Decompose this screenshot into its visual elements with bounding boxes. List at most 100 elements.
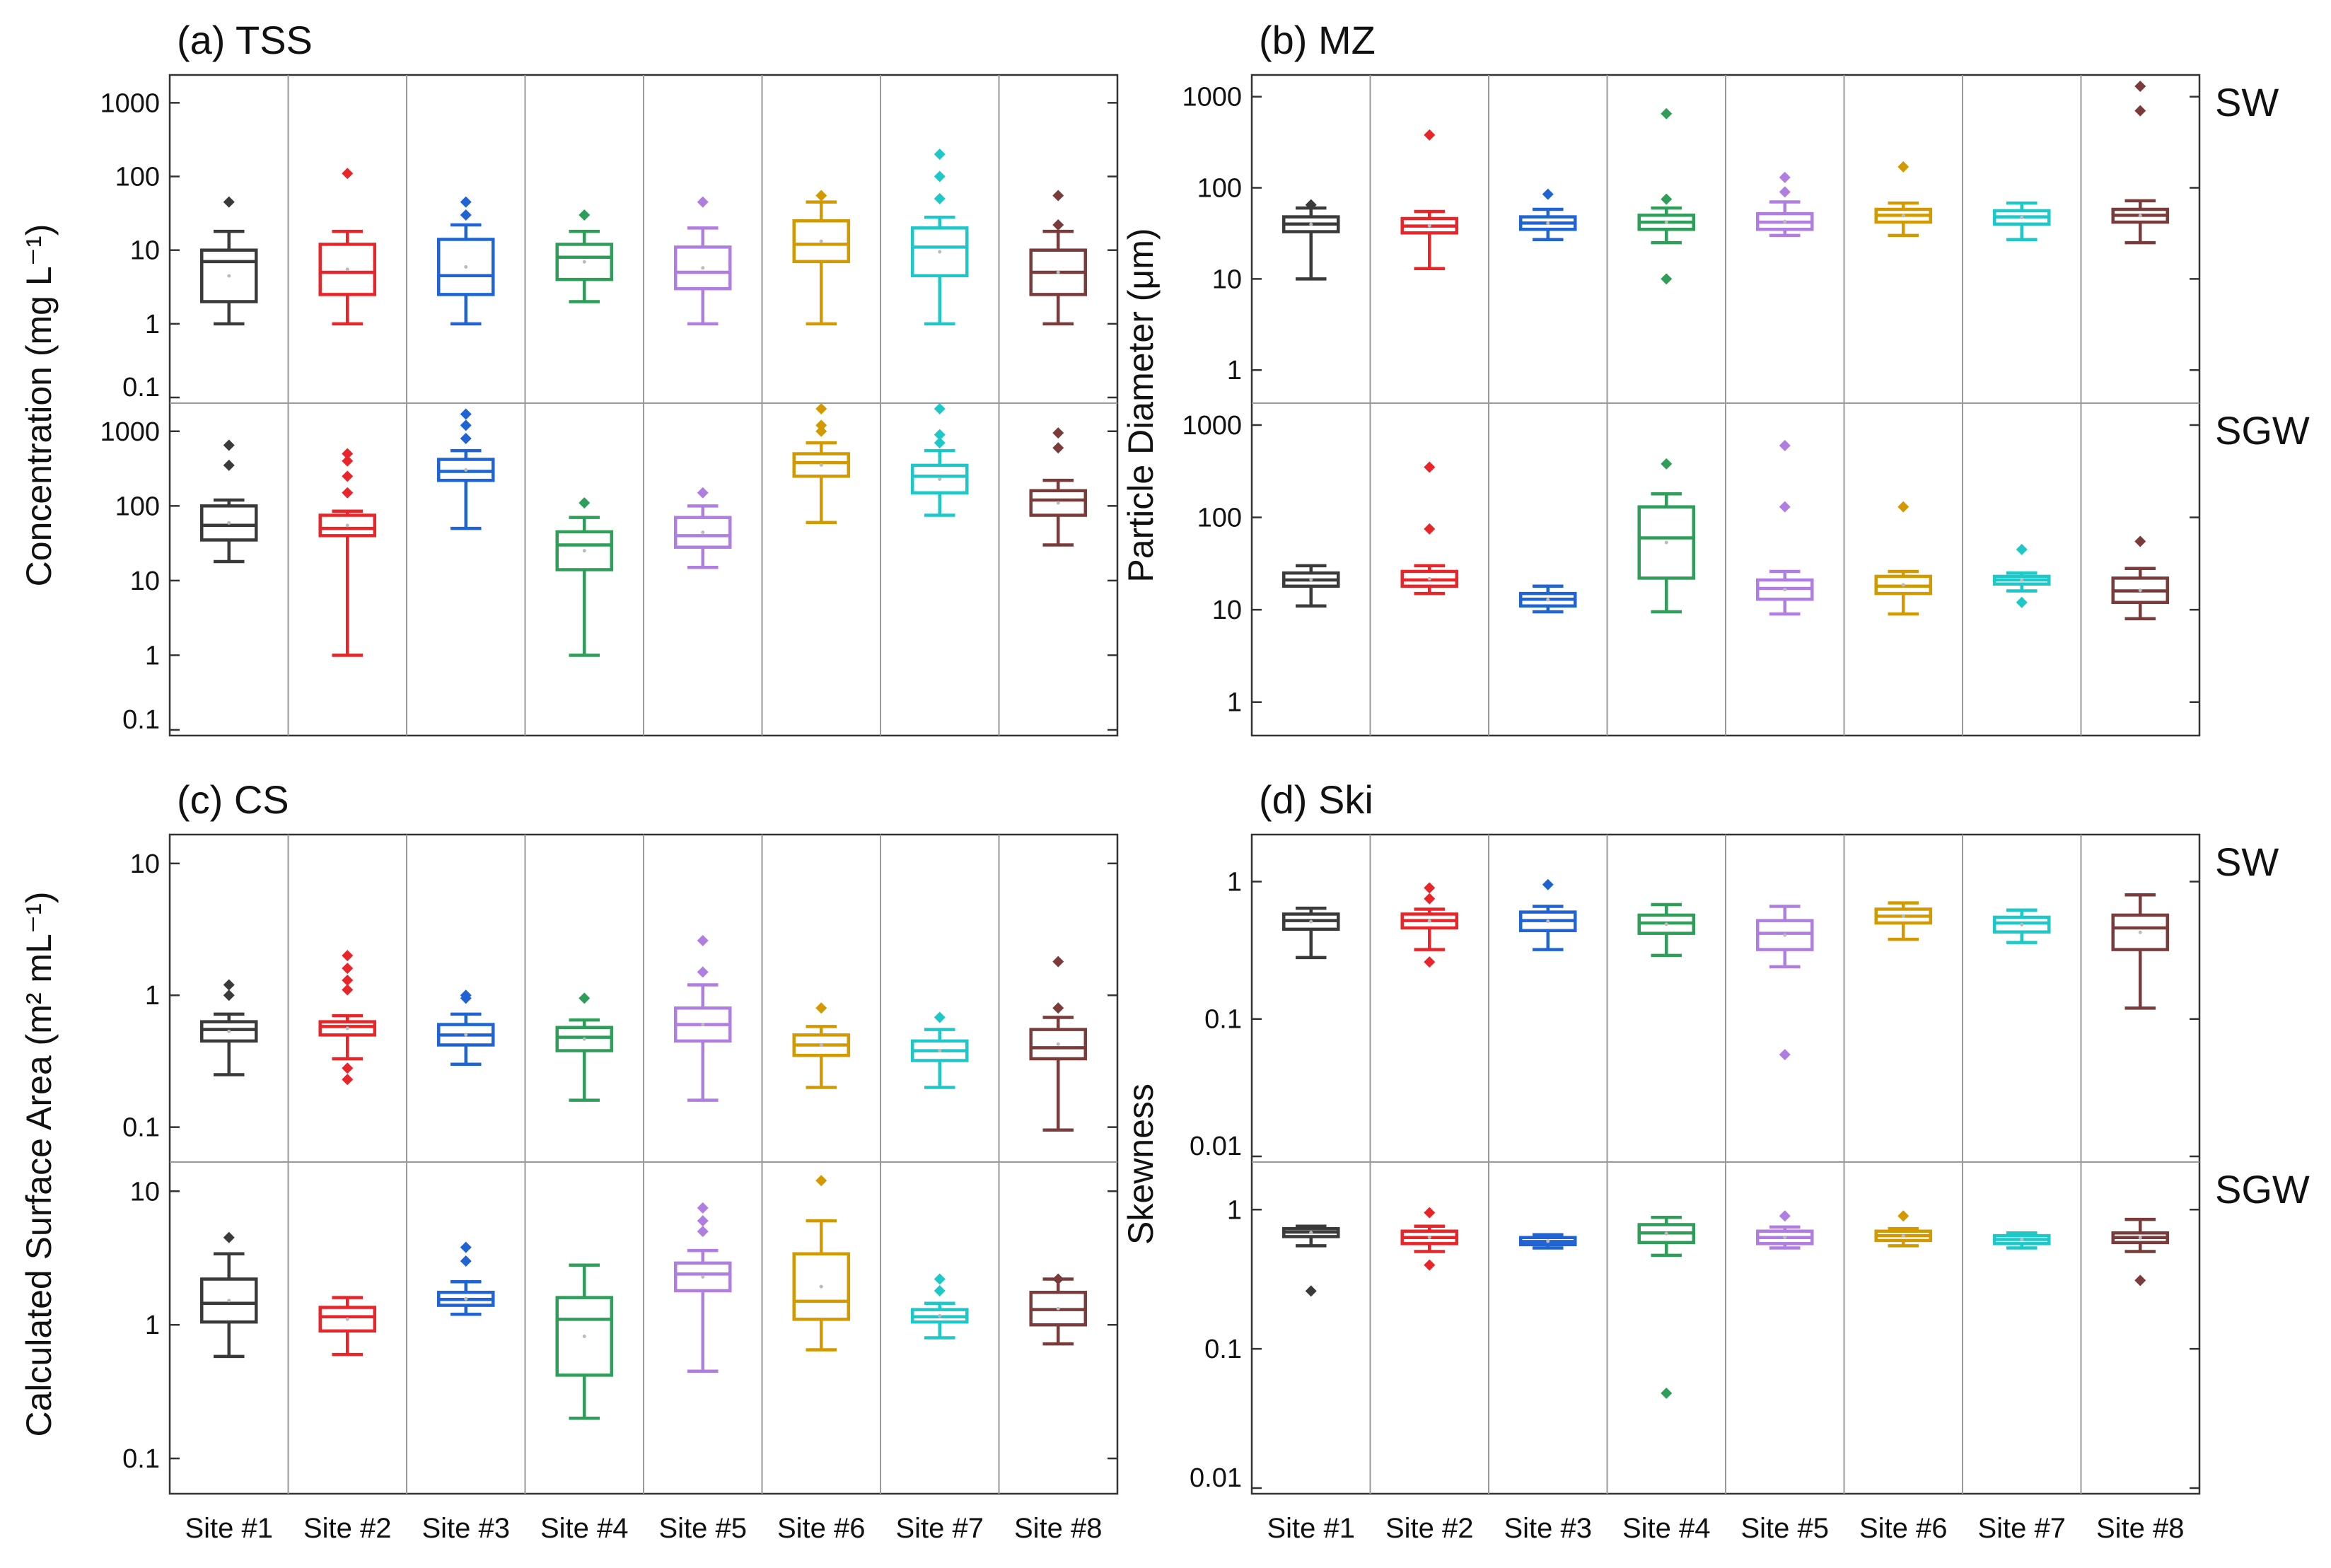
box-1 (1281, 1224, 1340, 1297)
y-tick-label: 1 (145, 641, 160, 670)
box-7 (1992, 543, 2051, 608)
outlier-point (2134, 1274, 2146, 1287)
outlier-point (1052, 427, 1064, 439)
mean-marker (345, 1026, 349, 1030)
y-tick-label: 0.1 (122, 1444, 160, 1474)
y-tick-label: 0.01 (1190, 1132, 1242, 1161)
group-label: SGW (2215, 1167, 2310, 1212)
x-tick-label: Site #3 (1504, 1513, 1592, 1544)
outlier-point (934, 1011, 946, 1023)
mean-marker (227, 274, 231, 278)
box-8 (1029, 427, 1088, 547)
box-6 (1874, 1210, 1933, 1248)
outlier-point (1661, 1387, 1673, 1399)
outlier-point (342, 487, 354, 499)
mean-marker (2138, 214, 2142, 218)
mean-marker (1664, 540, 1668, 545)
mean-marker (345, 523, 349, 528)
box-1 (199, 979, 258, 1076)
mean-marker (938, 1049, 942, 1053)
iqr-box (199, 248, 258, 303)
outlier-point (815, 1175, 827, 1187)
mean-marker (819, 463, 823, 467)
outlier-point (342, 1074, 354, 1086)
outlier-point (1424, 461, 1436, 473)
outlier-point (1779, 171, 1791, 183)
outlier-point (815, 1002, 827, 1014)
iqr-box (318, 243, 377, 296)
iqr-box (199, 1277, 258, 1324)
outlier-point (934, 429, 946, 441)
outlier-point (1424, 882, 1436, 894)
iqr-box (792, 452, 851, 478)
box-6 (1874, 501, 1933, 616)
x-tick-label: Site #8 (1014, 1513, 1103, 1544)
iqr-box (792, 1252, 851, 1321)
mean-marker (701, 266, 705, 270)
group-label: SGW (2215, 408, 2310, 453)
x-tick-label: Site #1 (185, 1513, 273, 1544)
x-tick-label: Site #4 (1622, 1513, 1711, 1544)
mean-marker (1427, 576, 1431, 581)
mean-marker (1056, 501, 1060, 505)
y-axis-label: Concentration (mg L⁻¹) (19, 224, 59, 587)
outlier-point (342, 470, 354, 482)
mean-marker (819, 239, 823, 243)
mean-marker (2020, 578, 2024, 582)
box-1 (199, 1231, 258, 1359)
y-tick-label: 0.1 (122, 705, 160, 735)
y-tick-label: 1 (1227, 688, 1242, 718)
outlier-point (2016, 543, 2028, 555)
outlier-point (697, 196, 709, 208)
group-label: SW (2215, 840, 2279, 884)
mean-marker (1427, 223, 1431, 228)
y-tick-label: 1 (145, 981, 160, 1011)
outlier-point (1052, 1273, 1064, 1285)
subpanel-SGW: 1000 100 10 1 0.1 (100, 403, 1117, 735)
iqr-box (1029, 1028, 1088, 1061)
box-3 (436, 989, 495, 1066)
mean-marker (582, 549, 586, 553)
outlier-point (815, 190, 827, 202)
box-4 (555, 1263, 614, 1420)
mean-marker (1664, 1231, 1668, 1236)
box-7 (1992, 201, 2051, 242)
mean-marker (464, 1033, 468, 1037)
mean-marker (1309, 577, 1313, 581)
iqr-box (1755, 919, 1814, 951)
box-5 (1755, 171, 1814, 238)
outlier-point (223, 439, 235, 451)
iqr-box (318, 513, 377, 538)
outlier-point (1052, 956, 1064, 968)
box-7 (1992, 1231, 2051, 1250)
x-tick-label: Site #2 (1385, 1513, 1474, 1544)
outlier-point (223, 989, 235, 1001)
box-2 (318, 448, 377, 657)
outlier-point (697, 934, 709, 946)
box-4 (1637, 108, 1696, 285)
iqr-box (673, 1261, 732, 1293)
box-3 (1518, 584, 1577, 614)
outlier-point (1424, 1207, 1436, 1219)
box-4 (1637, 1215, 1696, 1399)
box-6 (792, 1002, 851, 1089)
outlier-point (1897, 501, 1909, 513)
y-tick-label: 1000 (100, 88, 160, 118)
mean-marker (345, 267, 349, 272)
outlier-point (460, 209, 472, 221)
mean-marker (701, 1023, 705, 1027)
box-6 (792, 403, 851, 524)
mean-marker (819, 1284, 823, 1289)
mean-marker (227, 1299, 231, 1303)
y-tick-label: 1 (1227, 356, 1242, 385)
outlier-point (223, 196, 235, 208)
box-8 (2111, 1217, 2170, 1287)
mean-marker (1309, 919, 1313, 924)
iqr-box (910, 463, 969, 494)
mean-marker (1664, 922, 1668, 927)
outlier-point (1052, 190, 1064, 202)
iqr-box (555, 1026, 614, 1052)
outlier-point (2134, 81, 2146, 93)
subpanel-SW: SW 1 0.1 0.01 (1190, 840, 2279, 1161)
box-4 (555, 992, 614, 1102)
